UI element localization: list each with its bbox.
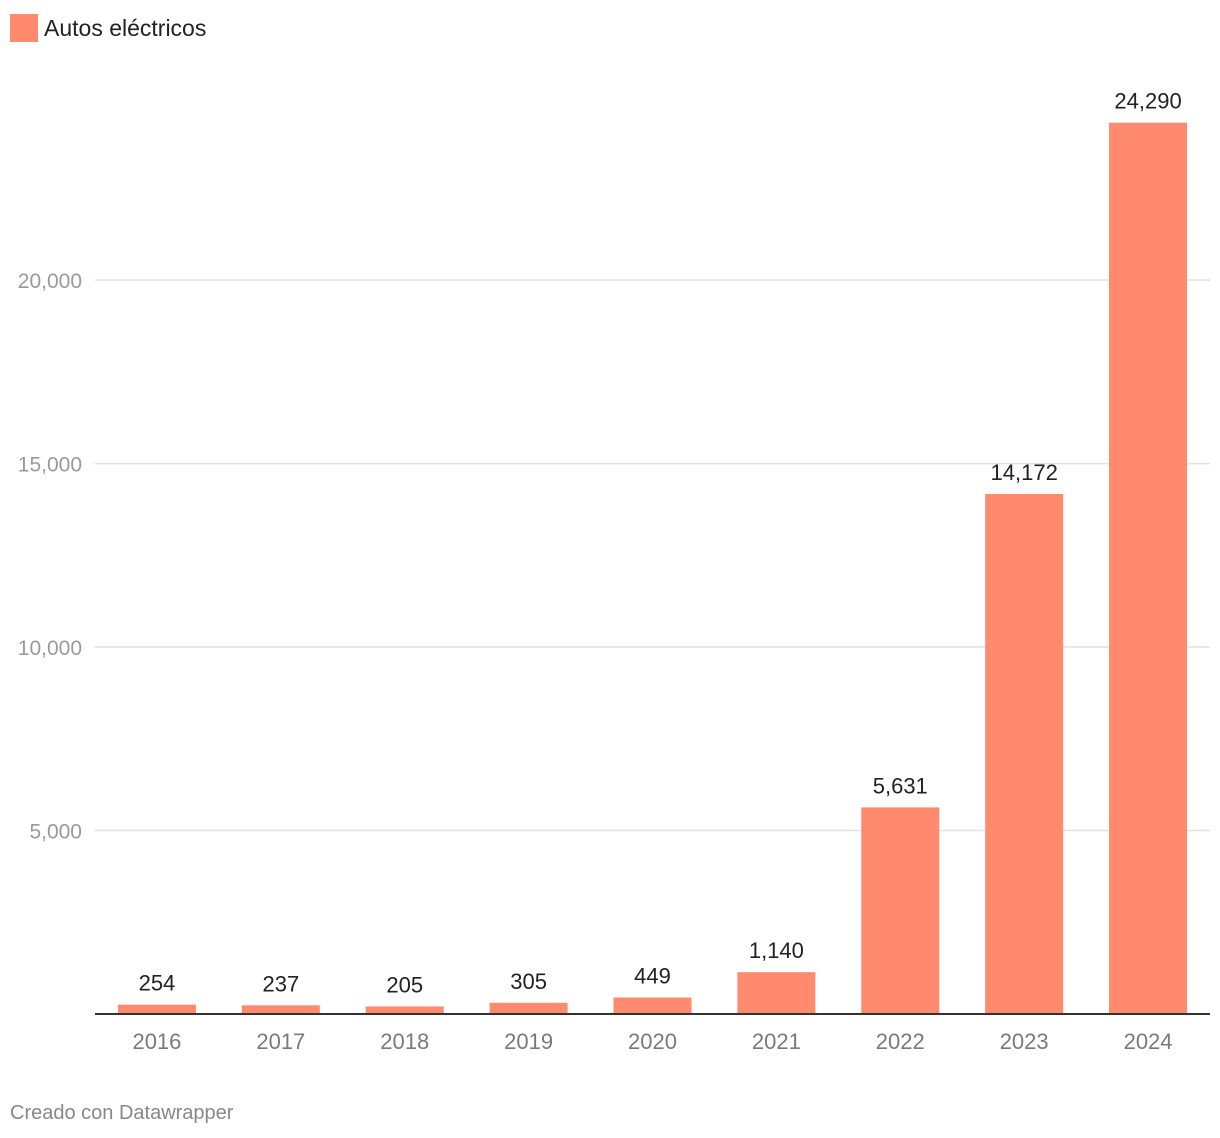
- x-tick-label: 2019: [504, 1029, 553, 1054]
- x-tick-label: 2020: [628, 1029, 677, 1054]
- bar-2022: [861, 807, 940, 1014]
- value-label: 14,172: [991, 460, 1058, 485]
- value-label: 5,631: [873, 773, 928, 798]
- x-tick-label: 2021: [752, 1029, 801, 1054]
- x-tick-label: 2016: [132, 1029, 181, 1054]
- value-label: 305: [510, 969, 547, 994]
- bar-2016: [117, 1004, 196, 1014]
- legend-swatch: [10, 14, 38, 42]
- value-label: 254: [139, 971, 176, 996]
- x-tick-label: 2018: [380, 1029, 429, 1054]
- x-tick-label: 2017: [256, 1029, 305, 1054]
- value-label: 237: [262, 971, 299, 996]
- value-label: 205: [386, 972, 423, 997]
- value-label: 24,290: [1114, 89, 1181, 114]
- x-tick-label: 2022: [876, 1029, 925, 1054]
- y-tick-label: 15,000: [18, 454, 82, 477]
- y-tick-label: 5,000: [29, 821, 82, 844]
- legend: Autos eléctricos: [10, 13, 206, 43]
- bar-2020: [613, 997, 692, 1014]
- bar-2021: [737, 972, 816, 1014]
- x-tick-label: 2024: [1124, 1029, 1173, 1054]
- bar-2024: [1109, 122, 1188, 1014]
- bar-2019: [489, 1002, 568, 1014]
- x-tick-label: 2023: [1000, 1029, 1049, 1054]
- bar-2017: [241, 1005, 320, 1014]
- value-label: 1,140: [749, 938, 804, 963]
- footer-credit: Creado con Datawrapper: [10, 1102, 234, 1124]
- bar-chart: 5,000 10,000 15,000 20,000 254 2016 237 2017 205…: [18, 89, 1210, 1054]
- bar-2018: [365, 1006, 444, 1014]
- legend-label: Autos eléctricos: [44, 14, 207, 41]
- value-label: 449: [634, 964, 671, 989]
- y-tick-label: 20,000: [18, 270, 82, 293]
- bar-2023: [985, 493, 1064, 1014]
- y-tick-label: 10,000: [18, 637, 82, 660]
